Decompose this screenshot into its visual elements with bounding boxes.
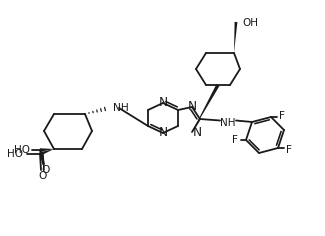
- Polygon shape: [39, 149, 54, 156]
- Text: F: F: [279, 111, 285, 121]
- Text: OH: OH: [242, 18, 258, 28]
- Text: NH: NH: [113, 103, 129, 113]
- Text: NH: NH: [220, 118, 236, 127]
- Text: HO: HO: [14, 145, 30, 155]
- Text: N: N: [193, 126, 202, 139]
- Polygon shape: [192, 84, 219, 132]
- Text: F: F: [232, 135, 238, 145]
- Text: HO: HO: [7, 149, 23, 159]
- Polygon shape: [40, 148, 54, 152]
- Polygon shape: [234, 22, 237, 53]
- Text: O: O: [42, 165, 50, 175]
- Text: N: N: [159, 97, 168, 110]
- Text: O: O: [39, 171, 47, 181]
- Text: F: F: [286, 145, 292, 155]
- Text: N: N: [159, 126, 168, 139]
- Text: N: N: [188, 101, 197, 114]
